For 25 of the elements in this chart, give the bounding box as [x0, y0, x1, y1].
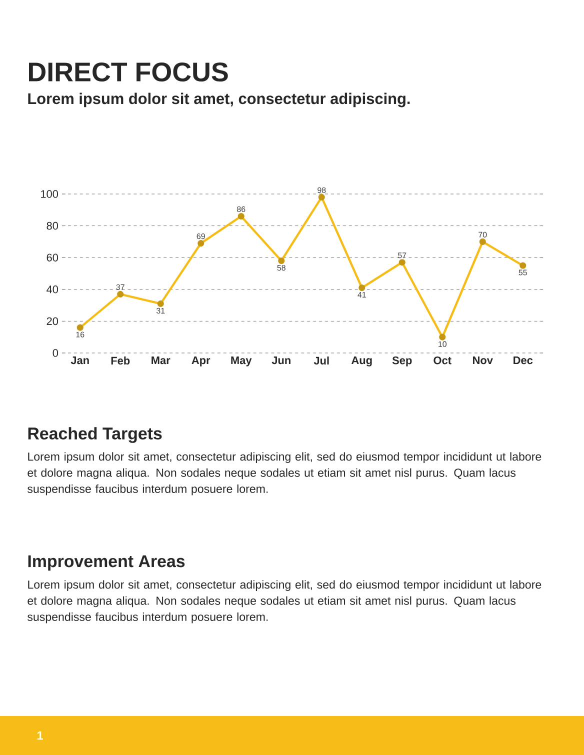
- text: Lorem ipsum dolor sit amet, consectetur adipiscing elit, sed do eiusmod tempor incididunt ut labore et dolore magna aliqua. Non sodales neque sodales ut etiam sit amet nisl purus. Quam lacus suspendisse faucibus interdum posuere lorem.: [28, 580, 542, 624]
- x-tick-label: Jan: [70, 356, 89, 364]
- y-tick-label: 80: [46, 222, 58, 230]
- x-tick-label: Dec: [514, 356, 533, 364]
- x-tick-label: Aug: [351, 356, 372, 366]
- x-tick-label: Mar: [152, 356, 170, 364]
- text: Lorem ipsum dolor sit amet, consectetur adipiscing elit, sed do eiusmod tempor incididunt ut labore et dolore magna aliqua. Non sodales neque sodales ut etiam sit amet nisl purus. Quam lacus suspendisse faucibus interdum posuere lorem.: [28, 452, 542, 496]
- text: 1: [37, 731, 43, 740]
- y-tick-label: 100: [41, 190, 58, 198]
- y-tick-label: 60: [46, 254, 58, 262]
- y-tick-label: 40: [46, 286, 58, 294]
- x-tick-label: Feb: [111, 356, 130, 365]
- x-tick-label: Apr: [192, 356, 210, 366]
- chart-subtitle: Lorem ipsum dolor sit amet, consectetur adipiscing.: [28, 92, 410, 108]
- text: Improvement Areas: [28, 555, 185, 571]
- y-tick-label: 20: [46, 317, 58, 326]
- x-tick-label: May: [231, 356, 252, 366]
- x-tick-label: Sep: [392, 356, 412, 366]
- x-tick-label: Jun: [272, 356, 290, 364]
- x-tick-label: Nov: [473, 356, 493, 364]
- x-tick-label: Jul: [314, 356, 329, 365]
- x-tick-label: Oct: [434, 356, 452, 364]
- y-tick-label: 0: [52, 349, 58, 357]
- chart-title: DIRECT FOCUS: [28, 62, 228, 82]
- text: Reached Targets: [28, 427, 162, 443]
